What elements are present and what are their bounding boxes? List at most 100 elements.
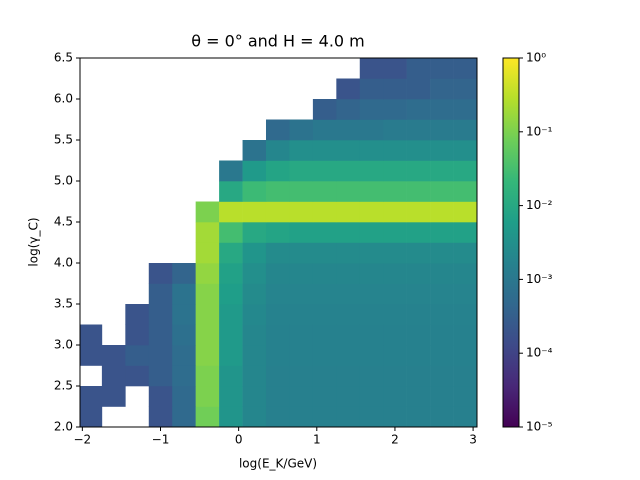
heatmap-cell (359, 324, 384, 346)
heatmap-cell (265, 222, 290, 243)
heatmap-cell (406, 263, 431, 284)
y-tick-label: 4.5 (54, 215, 73, 229)
x-tick-label: 2 (391, 433, 399, 447)
colorbar-tick-label: 10⁻² (526, 198, 553, 212)
heatmap-cell (430, 140, 454, 161)
heatmap-cell (172, 365, 196, 387)
heatmap-cell (289, 345, 314, 366)
heatmap-cell (242, 365, 267, 387)
heatmap-cell (406, 201, 431, 223)
heatmap-cell (312, 181, 337, 202)
chart-title: θ = 0° and H = 4.0 m (191, 32, 365, 51)
heatmap-cell (242, 386, 267, 407)
heatmap-cell (219, 406, 243, 427)
heatmap-cell (383, 58, 407, 79)
heatmap-cell (312, 140, 337, 161)
heatmap-cell (265, 365, 290, 387)
heatmap-cell (289, 201, 314, 223)
heatmap-cell (242, 140, 267, 161)
heatmap-cell (172, 263, 196, 284)
heatmap-cell (195, 365, 220, 387)
heatmap-cell (359, 58, 384, 79)
heatmap-cell (312, 263, 337, 284)
heatmap-cell (406, 406, 431, 427)
heatmap-cell (336, 222, 361, 243)
y-tick-label: 3.0 (54, 338, 73, 352)
heatmap-cell (453, 119, 477, 141)
heatmap-cell (359, 119, 384, 141)
heatmap-cell (219, 345, 243, 366)
heatmap-cell (430, 304, 454, 325)
heatmap-cell (148, 406, 173, 427)
x-tick-label: 1 (313, 433, 321, 447)
heatmap-cell (312, 386, 337, 407)
heatmap-cell (430, 242, 454, 264)
heatmap-cell (453, 201, 477, 223)
heatmap-cell (383, 406, 407, 427)
heatmap-cell (242, 181, 267, 202)
heatmap-cell (359, 345, 384, 366)
heatmap-cell (172, 283, 196, 305)
heatmap-cell (242, 345, 267, 366)
heatmap-cell (406, 365, 431, 387)
heatmap-cell (289, 304, 314, 325)
heatmap-cell (406, 345, 431, 366)
heatmap-cell (219, 181, 243, 202)
heatmap-cell (195, 283, 220, 305)
heatmap-cell (336, 119, 361, 141)
heatmap-cell (430, 99, 454, 120)
heatmap-cell (406, 58, 431, 79)
heatmap-cell (242, 201, 267, 223)
heatmap-cell (430, 119, 454, 141)
heatmap-cell (453, 222, 477, 243)
heatmap-cell (430, 263, 454, 284)
heatmap-cell (453, 78, 477, 100)
heatmap-cell (265, 242, 290, 264)
heatmap-cell (430, 365, 454, 387)
heatmap-cell (101, 386, 126, 407)
heatmap-cell (383, 140, 407, 161)
heatmap-cell (242, 406, 267, 427)
heatmap (80, 58, 477, 427)
heatmap-cell (430, 324, 454, 346)
heatmap-cell (312, 99, 337, 120)
heatmap-cell (219, 263, 243, 284)
heatmap-cell (172, 345, 196, 366)
colorbar (502, 57, 520, 428)
heatmap-cell (125, 324, 150, 346)
heatmap-cell (195, 345, 220, 366)
heatmap-cell (430, 58, 454, 79)
heatmap-cell (406, 324, 431, 346)
heatmap-cell (265, 201, 290, 223)
heatmap-cell (289, 242, 314, 264)
heatmap-cell (195, 304, 220, 325)
heatmap-cell (336, 201, 361, 223)
heatmap-cell (406, 242, 431, 264)
heatmap-cell (312, 160, 337, 182)
heatmap-cell (359, 99, 384, 120)
heatmap-cell (289, 160, 314, 182)
heatmap-cell (336, 140, 361, 161)
heatmap-cell (289, 140, 314, 161)
heatmap-cell (453, 58, 477, 79)
y-tick-label: 3.5 (54, 297, 73, 311)
heatmap-cell (453, 324, 477, 346)
heatmap-cell (336, 324, 361, 346)
heatmap-cell (242, 263, 267, 284)
heatmap-cell (453, 386, 477, 407)
heatmap-cell (383, 304, 407, 325)
heatmap-cell (336, 406, 361, 427)
heatmap-cell (148, 304, 173, 325)
heatmap-cell (359, 181, 384, 202)
heatmap-cell (336, 99, 361, 120)
y-tick-label: 5.0 (54, 174, 73, 188)
heatmap-cell (430, 406, 454, 427)
heatmap-cell (453, 99, 477, 120)
heatmap-cell (312, 119, 337, 141)
heatmap-cell (336, 181, 361, 202)
x-tick-label: −2 (73, 433, 91, 447)
heatmap-cell (312, 283, 337, 305)
heatmap-cell (242, 283, 267, 305)
heatmap-cell (312, 406, 337, 427)
heatmap-cell (383, 283, 407, 305)
